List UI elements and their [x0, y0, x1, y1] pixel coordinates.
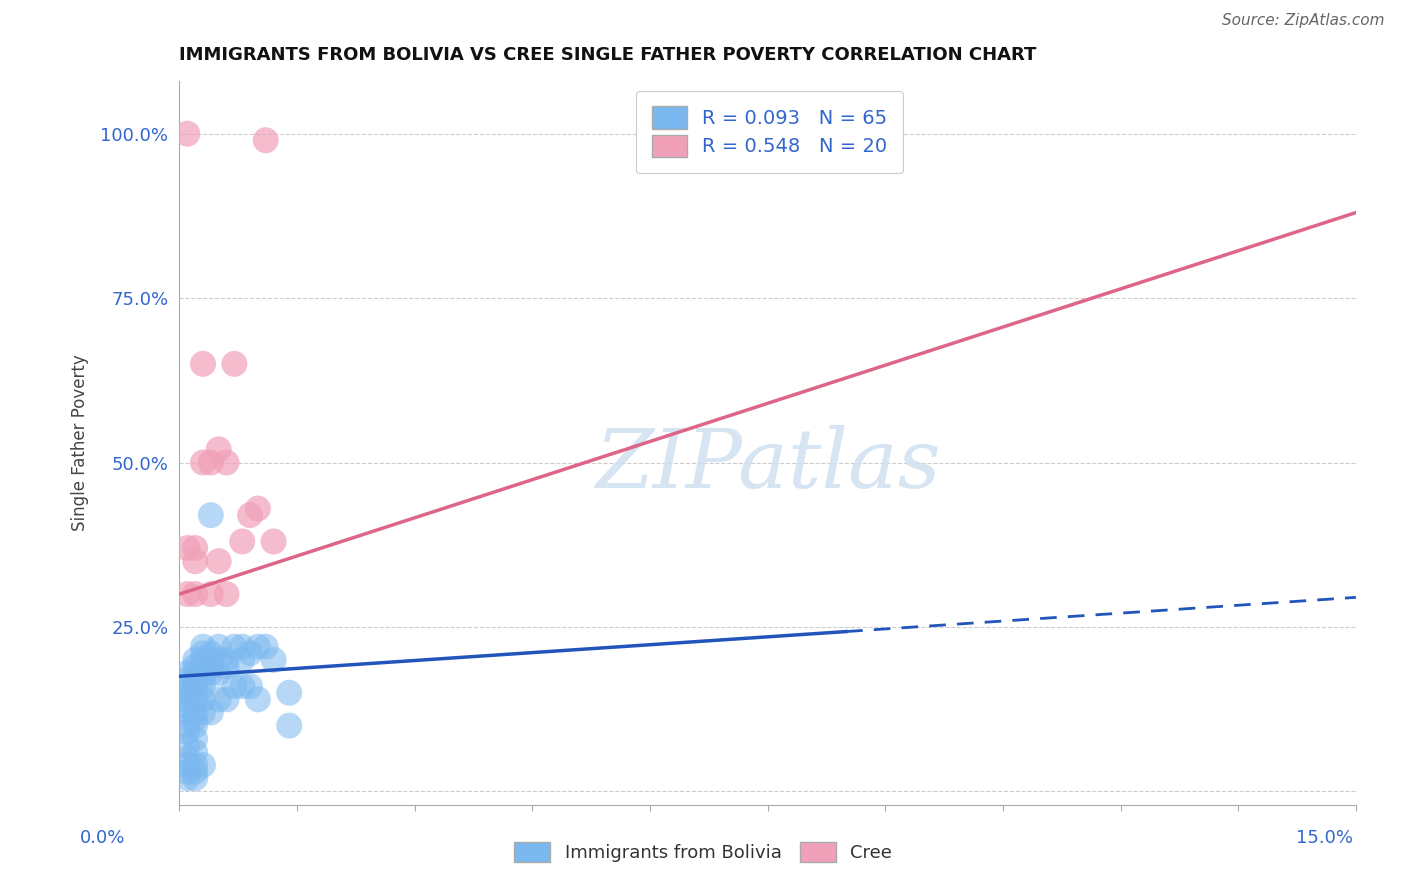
- Point: [184, 758, 207, 772]
- Point: [246, 501, 269, 516]
- Point: [184, 771, 207, 785]
- Point: [278, 686, 301, 700]
- Legend: Immigrants from Bolivia, Cree: Immigrants from Bolivia, Cree: [506, 834, 900, 870]
- Point: [200, 653, 222, 667]
- Point: [215, 587, 238, 601]
- Point: [176, 771, 198, 785]
- Point: [176, 686, 198, 700]
- Point: [278, 718, 301, 732]
- Point: [224, 357, 246, 371]
- Point: [176, 739, 198, 753]
- Point: [184, 731, 207, 746]
- Point: [191, 673, 214, 687]
- Point: [191, 679, 214, 693]
- Text: 15.0%: 15.0%: [1296, 829, 1353, 847]
- Point: [184, 692, 207, 706]
- Point: [184, 686, 207, 700]
- Point: [231, 640, 253, 654]
- Point: [176, 665, 198, 680]
- Point: [200, 665, 222, 680]
- Point: [184, 718, 207, 732]
- Point: [200, 646, 222, 660]
- Point: [176, 706, 198, 720]
- Point: [208, 665, 231, 680]
- Point: [191, 357, 214, 371]
- Point: [191, 758, 214, 772]
- Point: [176, 698, 198, 713]
- Point: [263, 534, 285, 549]
- Point: [263, 653, 285, 667]
- Point: [224, 640, 246, 654]
- Text: Source: ZipAtlas.com: Source: ZipAtlas.com: [1222, 13, 1385, 28]
- Text: ZIPatlas: ZIPatlas: [595, 425, 941, 505]
- Point: [208, 640, 231, 654]
- Point: [176, 541, 198, 555]
- Text: 0.0%: 0.0%: [80, 829, 125, 847]
- Point: [176, 127, 198, 141]
- Point: [200, 508, 222, 523]
- Point: [184, 706, 207, 720]
- Point: [215, 653, 238, 667]
- Point: [215, 659, 238, 673]
- Point: [191, 653, 214, 667]
- Point: [176, 718, 198, 732]
- Point: [184, 745, 207, 759]
- Point: [231, 653, 253, 667]
- Point: [254, 640, 277, 654]
- Point: [208, 692, 231, 706]
- Point: [184, 554, 207, 568]
- Point: [224, 679, 246, 693]
- Text: IMMIGRANTS FROM BOLIVIA VS CREE SINGLE FATHER POVERTY CORRELATION CHART: IMMIGRANTS FROM BOLIVIA VS CREE SINGLE F…: [180, 46, 1036, 64]
- Point: [176, 679, 198, 693]
- Point: [231, 679, 253, 693]
- Y-axis label: Single Father Poverty: Single Father Poverty: [72, 354, 89, 531]
- Point: [208, 653, 231, 667]
- Point: [200, 456, 222, 470]
- Point: [184, 764, 207, 779]
- Point: [184, 679, 207, 693]
- Point: [191, 706, 214, 720]
- Point: [246, 640, 269, 654]
- Point: [200, 587, 222, 601]
- Point: [184, 653, 207, 667]
- Point: [191, 640, 214, 654]
- Point: [208, 442, 231, 457]
- Point: [184, 541, 207, 555]
- Point: [208, 554, 231, 568]
- Point: [176, 692, 198, 706]
- Point: [239, 679, 262, 693]
- Point: [191, 659, 214, 673]
- Point: [184, 659, 207, 673]
- Point: [184, 712, 207, 726]
- Point: [191, 692, 214, 706]
- Point: [184, 673, 207, 687]
- Point: [184, 587, 207, 601]
- Point: [176, 673, 198, 687]
- Point: [176, 587, 198, 601]
- Point: [176, 725, 198, 739]
- Point: [215, 456, 238, 470]
- Point: [231, 534, 253, 549]
- Point: [184, 665, 207, 680]
- Point: [200, 659, 222, 673]
- Point: [200, 706, 222, 720]
- Point: [176, 758, 198, 772]
- Point: [191, 456, 214, 470]
- Legend: R = 0.093   N = 65, R = 0.548   N = 20: R = 0.093 N = 65, R = 0.548 N = 20: [636, 91, 903, 173]
- Point: [191, 665, 214, 680]
- Point: [191, 646, 214, 660]
- Point: [239, 508, 262, 523]
- Point: [215, 692, 238, 706]
- Point: [239, 646, 262, 660]
- Point: [254, 133, 277, 147]
- Point: [246, 692, 269, 706]
- Point: [176, 764, 198, 779]
- Point: [176, 751, 198, 765]
